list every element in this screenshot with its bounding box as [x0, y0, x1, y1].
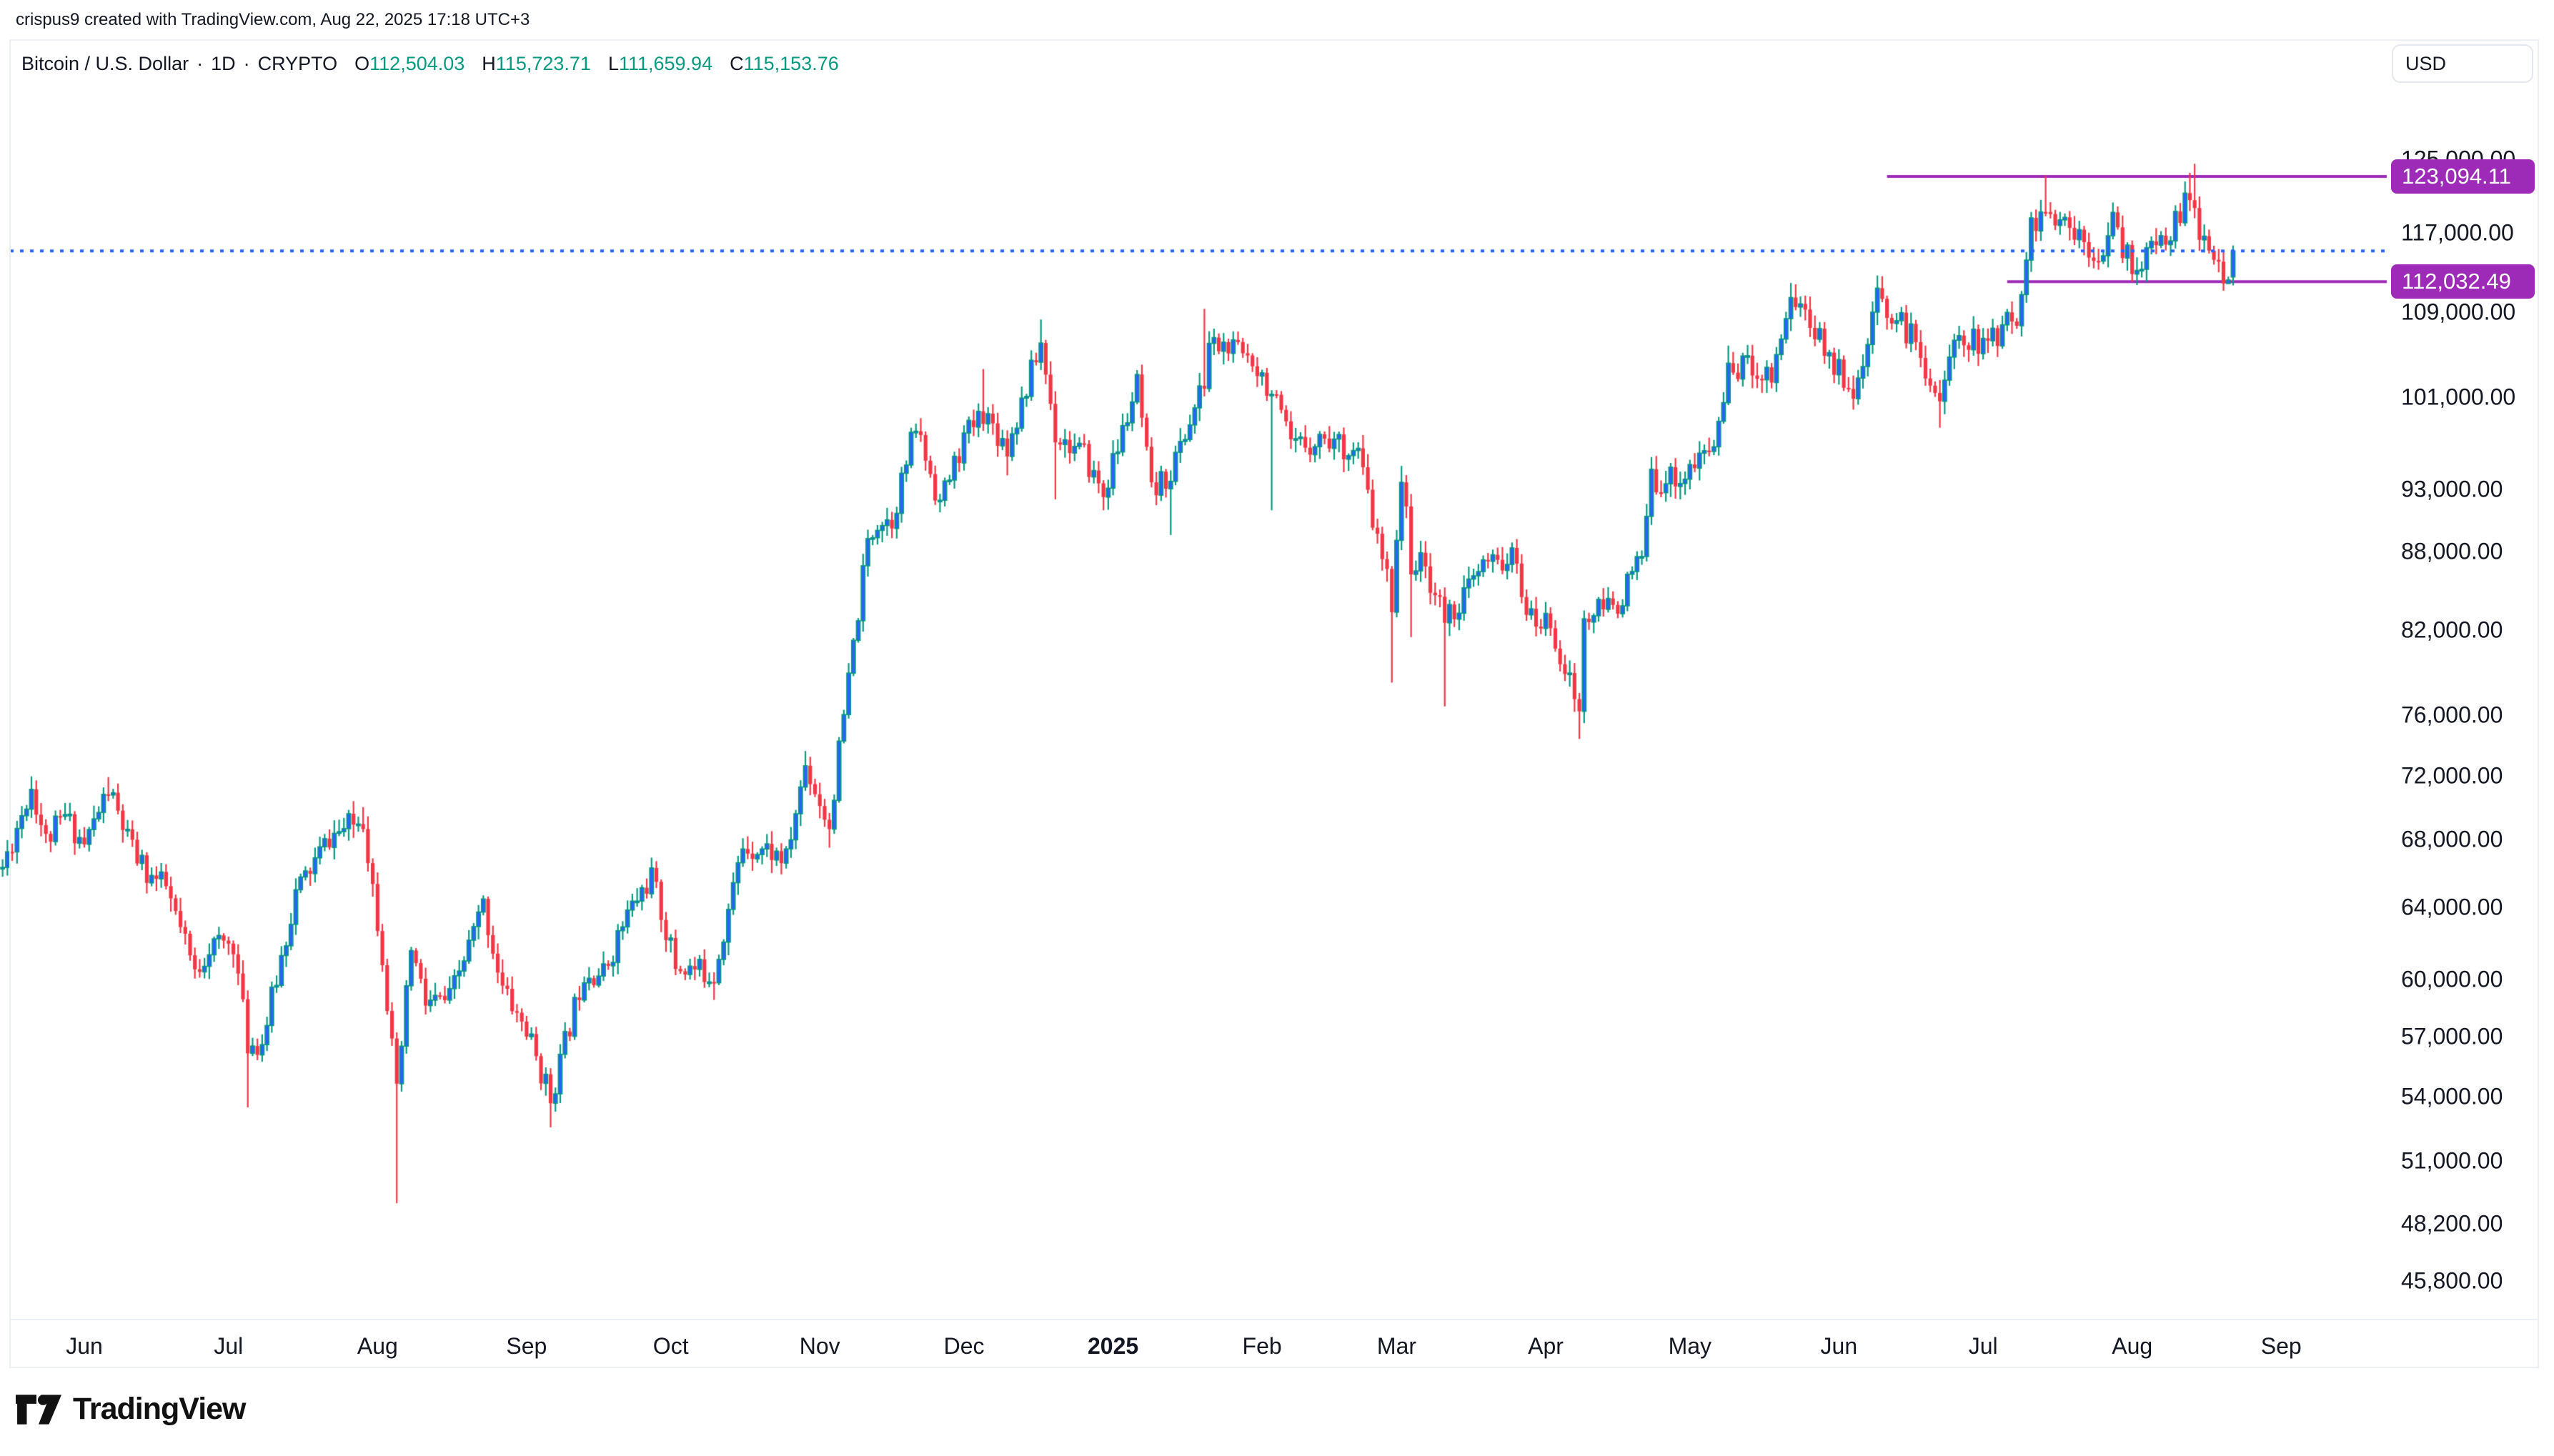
price-axis-label: 109,000.00 — [2401, 299, 2516, 325]
price-level-badge-lower: 112,032.49 — [2391, 264, 2535, 299]
tradingview-logo-text: TradingView — [73, 1392, 246, 1426]
time-axis-label: Jun — [1820, 1333, 1858, 1359]
time-axis-label: Dec — [943, 1333, 985, 1359]
time-axis-label: 2025 — [1087, 1333, 1139, 1359]
price-axis-label: 72,000.00 — [2401, 762, 2503, 789]
price-axis-label: 51,000.00 — [2401, 1147, 2503, 1174]
price-axis-label: 117,000.00 — [2401, 219, 2514, 246]
currency-toggle-button[interactable]: USD — [2392, 44, 2533, 83]
time-axis-label: Mar — [1376, 1333, 1417, 1359]
time-axis-label: Oct — [652, 1333, 689, 1359]
open-label: O — [354, 53, 370, 74]
interval-label[interactable]: 1D — [211, 53, 236, 74]
time-axis-label: Jun — [66, 1333, 103, 1359]
price-axis-label: 48,200.00 — [2401, 1210, 2503, 1237]
high-label: H — [482, 53, 496, 74]
price-axis-label: 68,000.00 — [2401, 826, 2503, 852]
price-axis-label: 93,000.00 — [2401, 476, 2503, 502]
exchange-label: CRYPTO — [257, 53, 338, 74]
time-axis-label: May — [1668, 1333, 1712, 1359]
close-value: 115,153.76 — [743, 53, 839, 74]
time-axis-label: Sep — [2260, 1333, 2302, 1359]
time-axis-label: Jul — [214, 1333, 244, 1359]
price-axis-label: 64,000.00 — [2401, 894, 2503, 920]
close-label: C — [730, 53, 744, 74]
tradingview-logo-icon — [16, 1394, 61, 1425]
low-label: L — [607, 53, 619, 74]
attribution-text: crispus9 created with TradingView.com, A… — [16, 10, 530, 29]
price-level-badge-upper: 123,094.11 — [2391, 159, 2535, 194]
tradingview-logo[interactable]: TradingView — [16, 1392, 246, 1427]
price-axis-label: 60,000.00 — [2401, 966, 2503, 992]
price-axis-label: 82,000.00 — [2401, 617, 2503, 643]
price-axis-label: 54,000.00 — [2401, 1083, 2503, 1110]
currency-label: USD — [2405, 53, 2447, 74]
ohlc-open: O112,504.03 — [354, 53, 464, 74]
price-axis-label: 88,000.00 — [2401, 538, 2503, 564]
price-axis-label: 57,000.00 — [2401, 1023, 2503, 1049]
time-axis-separator — [9, 1319, 2539, 1320]
ohlc-high: H115,723.71 — [482, 53, 591, 74]
time-axis-label: Sep — [506, 1333, 547, 1359]
symbol-legend: Bitcoin / U.S. Dollar · 1D · CRYPTO O112,504.… — [21, 53, 839, 75]
price-axis-label: 45,800.00 — [2401, 1267, 2503, 1294]
price-axis-label: 101,000.00 — [2401, 384, 2516, 410]
symbol-title[interactable]: Bitcoin / U.S. Dollar — [21, 53, 189, 74]
time-axis-label: Feb — [1242, 1333, 1282, 1359]
open-value: 112,504.03 — [369, 53, 465, 74]
time-axis-label: Aug — [2112, 1333, 2153, 1359]
legend-separator: · — [243, 53, 250, 74]
ohlc-close: C115,153.76 — [730, 53, 839, 74]
legend-separator: · — [197, 53, 204, 74]
time-axis-label: Aug — [357, 1333, 398, 1359]
high-value: 115,723.71 — [495, 53, 591, 74]
low-value: 111,659.94 — [618, 53, 713, 74]
time-axis-label: Apr — [1528, 1333, 1564, 1359]
ohlc-low: L111,659.94 — [608, 53, 712, 74]
price-level-value: 123,094.11 — [2402, 164, 2511, 189]
time-axis-label: Jul — [1968, 1333, 1998, 1359]
price-axis-label: 76,000.00 — [2401, 702, 2503, 728]
time-axis-label: Nov — [799, 1333, 840, 1359]
price-level-value: 112,032.49 — [2402, 269, 2511, 294]
